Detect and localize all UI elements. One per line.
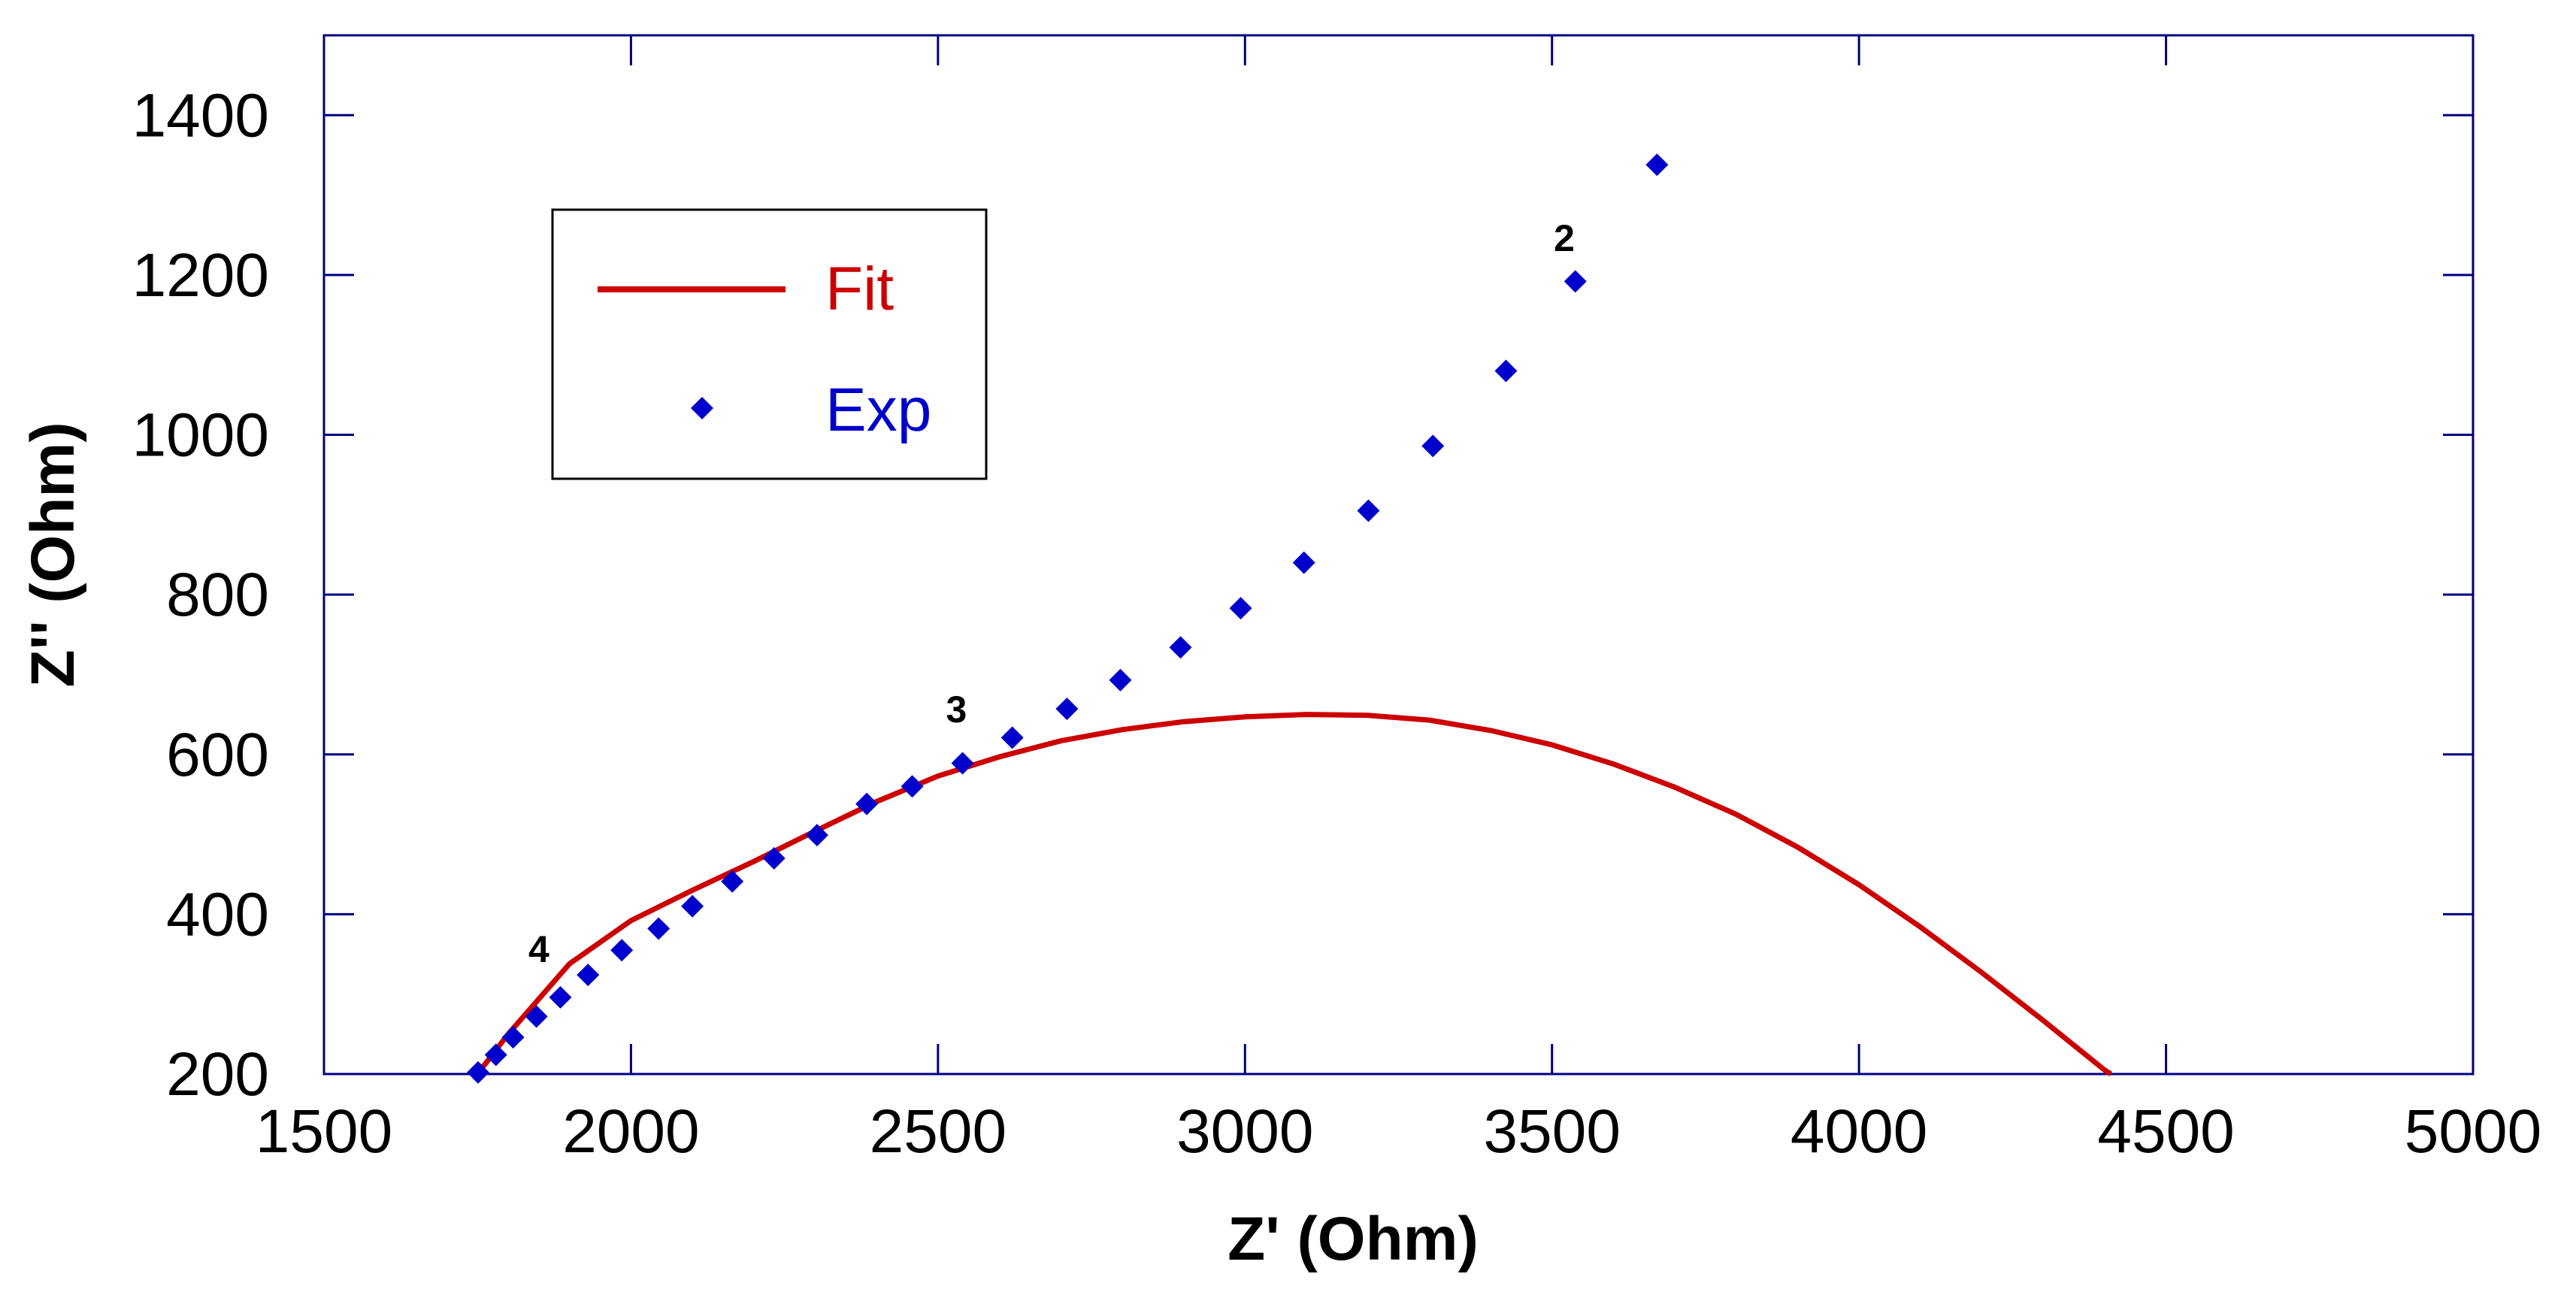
plot-frame — [322, 34, 2475, 1076]
exp-data-point — [610, 939, 634, 962]
y-tick-label: 400 — [166, 880, 269, 949]
exp-data-point — [805, 824, 828, 847]
point-annotations: 4 3 2 — [528, 217, 1575, 970]
exp-data-point — [525, 1005, 548, 1028]
exp-data-point — [577, 964, 600, 987]
x-tick-label: 3500 — [1484, 1097, 1621, 1166]
y-tick-label: 800 — [166, 561, 269, 629]
y-tick-label: 200 — [166, 1040, 269, 1109]
exp-data-point — [1494, 359, 1518, 383]
axis-ticks — [322, 35, 2475, 1076]
y-tick-label: 1400 — [132, 81, 269, 150]
x-tick-label: 2000 — [562, 1097, 699, 1166]
exp-data-point — [721, 870, 744, 893]
y-axis-title: Z'' (Ohm) — [19, 422, 87, 687]
exp-data-point — [1645, 153, 1669, 177]
x-axis-title: Z' (Ohm) — [1227, 1205, 1479, 1273]
fit-series-line — [475, 712, 2112, 1076]
exp-data-point — [681, 894, 704, 918]
exp-data-point — [647, 917, 670, 940]
exp-series-points — [467, 153, 1669, 1084]
exp-data-point — [951, 752, 974, 775]
x-tick-label: 5000 — [2405, 1097, 2541, 1166]
exp-data-point — [1357, 499, 1380, 522]
exp-data-point — [549, 985, 572, 1009]
x-tick-label: 2500 — [870, 1097, 1006, 1166]
exp-data-point — [467, 1060, 490, 1084]
exp-data-point — [1000, 726, 1024, 749]
exp-data-point — [1292, 551, 1315, 574]
annotation-label: 4 — [528, 928, 549, 970]
legend-box — [551, 208, 988, 480]
x-tick-labels: 1500 2000 2500 3000 3500 4000 4500 5000 — [256, 1097, 2541, 1166]
exp-data-point — [1169, 636, 1192, 659]
legend-fit-label: Fit — [825, 255, 894, 323]
exp-data-point — [1421, 434, 1445, 458]
annotation-label: 3 — [946, 688, 967, 731]
annotation-label: 2 — [1554, 217, 1575, 259]
exp-data-point — [855, 792, 879, 815]
exp-data-point — [762, 846, 786, 870]
y-tick-label: 1200 — [132, 241, 269, 310]
x-tick-label: 4000 — [1790, 1097, 1927, 1166]
exp-data-point — [1229, 597, 1252, 620]
x-tick-label: 3000 — [1176, 1097, 1313, 1166]
y-tick-label: 1000 — [132, 401, 269, 470]
exp-data-point — [484, 1043, 507, 1067]
exp-data-point — [1055, 697, 1079, 721]
exp-data-point — [1563, 270, 1587, 293]
y-tick-label: 600 — [166, 721, 269, 789]
legend-exp-swatch — [691, 397, 713, 419]
x-tick-label: 1500 — [256, 1097, 392, 1166]
y-tick-labels: 200 400 600 800 1000 1200 1400 — [132, 81, 269, 1109]
exp-data-point — [1109, 668, 1132, 691]
exp-data-point — [501, 1026, 525, 1049]
legend-exp-label: Exp — [825, 376, 931, 444]
x-tick-label: 4500 — [2097, 1097, 2234, 1166]
exp-data-point — [901, 775, 924, 798]
legend: Fit Exp — [551, 208, 988, 480]
